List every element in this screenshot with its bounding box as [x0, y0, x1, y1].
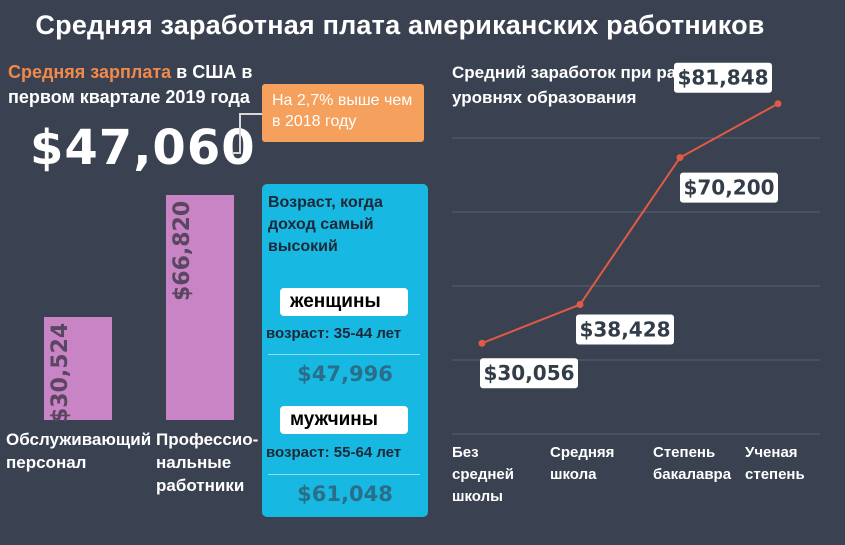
- bar-service-staff: [44, 317, 112, 420]
- x-label-high-school-l1: Средняя: [550, 444, 615, 461]
- x-label-no-high-school: Без средней школы: [452, 442, 514, 508]
- x-label-advanced-degree-l2: степень: [745, 466, 805, 483]
- x-label-bachelor: Степень бакалавра: [653, 442, 731, 486]
- women-age-range: возраст: 35-44 лет: [266, 325, 402, 342]
- x-label-high-school: Средняя школа: [550, 442, 614, 486]
- data-label-box-0: [480, 358, 578, 389]
- data-label-box-2: [680, 172, 778, 203]
- data-point-2: [676, 154, 684, 162]
- data-label-0: $30,056: [483, 361, 574, 385]
- data-point-1: [576, 301, 584, 309]
- men-divider: [268, 474, 420, 475]
- men-age-range: возраст: 55-64 лет: [266, 444, 402, 461]
- women-label: женщины: [280, 288, 408, 316]
- age-panel-title: Возраст, когда доход самый высокий: [268, 194, 383, 255]
- chart-title: Средняя заработная плата американских ра…: [35, 10, 765, 40]
- bar-category-professionals-line2: нальные: [156, 453, 232, 472]
- growth-callout: На 2,7% выше чем в 2018 году: [262, 84, 424, 142]
- x-label-no-high-school-l1: Без: [452, 444, 479, 461]
- subheading-accent: Средняя зарплата: [8, 62, 172, 82]
- data-point-3: [774, 100, 782, 108]
- bar-category-professionals: Профессио- нальные работники: [156, 428, 258, 497]
- data-label-2: $70,200: [683, 176, 774, 200]
- series-line: [481, 102, 779, 345]
- x-label-bachelor-l2: бакалавра: [653, 466, 732, 483]
- subheading-rest-2: первом квартале 2019 года: [8, 87, 250, 107]
- x-label-no-high-school-l3: школы: [452, 488, 503, 505]
- bar-professionals: [166, 194, 234, 420]
- bar-category-professionals-line1: Профессио-: [156, 430, 259, 449]
- data-label-1: $38,428: [579, 318, 670, 342]
- men-earnings: $61,048: [297, 482, 393, 506]
- average-salary-value: $47,060: [30, 120, 256, 176]
- data-point-0: [478, 339, 486, 347]
- line-chart-title: Средний заработок при разных уровнях обр…: [452, 63, 720, 107]
- subheading: Средняя зарплата в США в первом квартале…: [8, 60, 258, 110]
- x-label-no-high-school-l2: средней: [452, 466, 514, 483]
- women-divider: [268, 354, 420, 355]
- bar-category-service-line2: персонал: [6, 453, 87, 472]
- x-label-advanced-degree-l1: Ученая: [745, 444, 798, 461]
- data-label-3: $81,848: [677, 66, 768, 90]
- women-earnings: $47,996: [297, 362, 393, 386]
- bar-category-service-line1: Обслуживающий: [6, 430, 152, 449]
- age-panel: Возраст, когда доход самый высокий женщи…: [262, 184, 428, 517]
- x-label-advanced-degree: Ученая степень: [745, 442, 805, 486]
- data-label-box-3: [674, 62, 772, 93]
- men-label: мужчины: [280, 406, 408, 434]
- subheading-rest-1: в США в: [171, 62, 253, 82]
- x-label-high-school-l2: школа: [550, 466, 597, 483]
- bar-category-service: Обслуживающий персонал: [6, 428, 151, 474]
- x-label-bachelor-l1: Степень: [653, 444, 716, 461]
- data-label-box-1: [576, 314, 674, 345]
- bar-category-professionals-line3: работники: [156, 476, 245, 495]
